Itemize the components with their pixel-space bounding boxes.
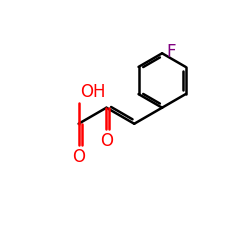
- Text: OH: OH: [80, 83, 105, 101]
- Text: O: O: [100, 132, 113, 150]
- Text: O: O: [72, 148, 85, 166]
- Text: F: F: [166, 43, 176, 61]
